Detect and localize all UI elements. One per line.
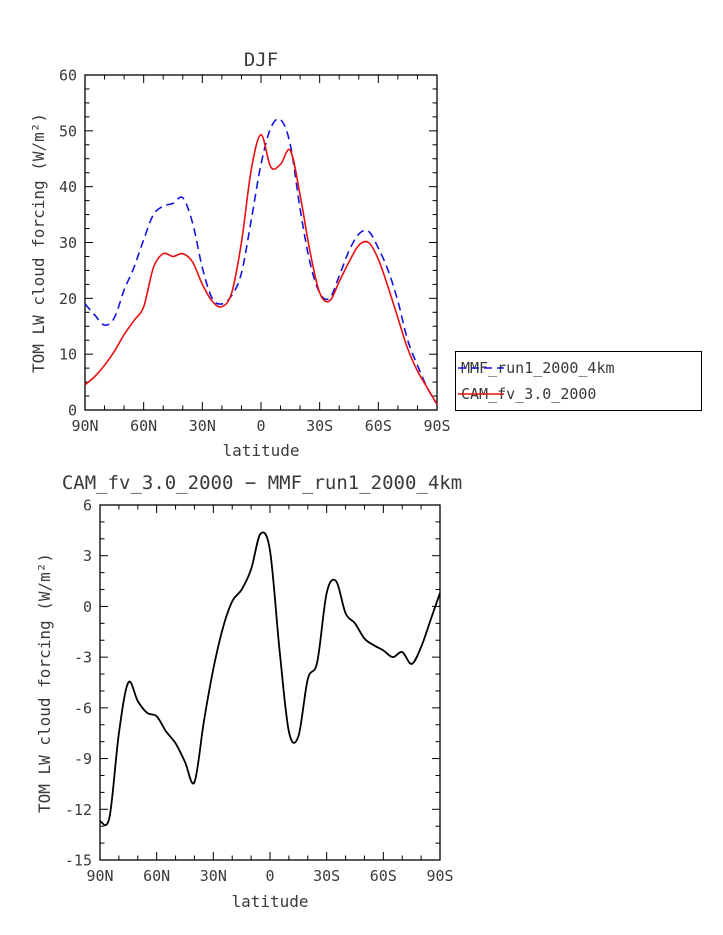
bottom-chart-y-axis-label: TOM LW cloud forcing (W/m²) (35, 553, 54, 813)
legend-label-cam: CAM_fv_3.0_2000 (461, 385, 597, 403)
x-tick-label: 30S (306, 417, 333, 435)
y-tick-label: 0 (83, 598, 92, 616)
series-line-CAM_fv_3-0_2000 (84, 133, 438, 405)
legend-line-sample-cam (458, 393, 504, 395)
legend-box: MMF_run1_2000_4km CAM_fv_3.0_2000 (455, 351, 702, 411)
series-line-CAM-minus-MMF-difference (99, 531, 441, 827)
x-tick-label: 60S (365, 417, 392, 435)
y-tick-label: 6 (83, 497, 92, 515)
bottom-chart-x-axis-label: latitude (231, 892, 308, 911)
bottom-chart: CAM_fv_3.0_2000 − MMF_run1_2000_4km TOM … (35, 472, 462, 911)
plot-border (84, 74, 438, 411)
bottom-chart-title: CAM_fv_3.0_2000 − MMF_run1_2000_4km (62, 472, 462, 494)
top-chart-plot-area: 90N 60N 30N 0 30S 60S 90S 0 10 20 30 40 50 60 (59, 67, 451, 436)
legend-item-cam: CAM_fv_3.0_2000 (458, 385, 699, 403)
x-tick-label: 60N (130, 417, 157, 435)
top-chart-title: DJF (244, 49, 278, 71)
x-tick-label: 90N (71, 417, 98, 435)
y-tick-label: 60 (59, 67, 77, 85)
x-tick-label: 60N (143, 867, 170, 885)
x-tick-label: 30N (200, 867, 227, 885)
y-tick-label: 10 (59, 346, 77, 364)
x-tick-label: 0 (265, 867, 274, 885)
y-tick-label: -6 (74, 699, 92, 717)
x-tick-label: 90N (86, 867, 113, 885)
bottom-chart-plot-area: 90N 60N 30N 0 30S 60S 90S 6 3 0 -3 -6 -9 -12 -15 (65, 497, 454, 886)
top-chart: DJF TOM LW cloud forcing (W/m²) latitude… (29, 49, 451, 460)
y-tick-label: 40 (59, 178, 77, 196)
top-chart-x-axis-label: latitude (222, 441, 299, 460)
y-tick-label: 3 (83, 547, 92, 565)
y-tick-label: 20 (59, 290, 77, 308)
x-tick-label: 30S (313, 867, 340, 885)
x-tick-label: 90S (423, 417, 450, 435)
top-chart-y-axis-label: TOM LW cloud forcing (W/m²) (29, 113, 48, 373)
x-tick-label: 30N (189, 417, 216, 435)
y-tick-label: 30 (59, 234, 77, 252)
y-tick-label: 0 (68, 402, 77, 420)
x-tick-label: 60S (370, 867, 397, 885)
series-line-MMF_run1_2000_4km (84, 117, 438, 405)
legend-line-sample-mmf (458, 367, 504, 369)
y-tick-label: -9 (74, 750, 92, 768)
y-tick-label: -15 (65, 852, 92, 870)
legend-item-mmf: MMF_run1_2000_4km (458, 359, 699, 377)
y-tick-label: -3 (74, 649, 92, 667)
y-tick-label: 50 (59, 122, 77, 140)
x-tick-label: 90S (426, 867, 453, 885)
plot-border (99, 504, 441, 861)
legend-label-mmf: MMF_run1_2000_4km (461, 359, 615, 377)
y-tick-label: -12 (65, 801, 92, 819)
x-tick-label: 0 (256, 417, 265, 435)
